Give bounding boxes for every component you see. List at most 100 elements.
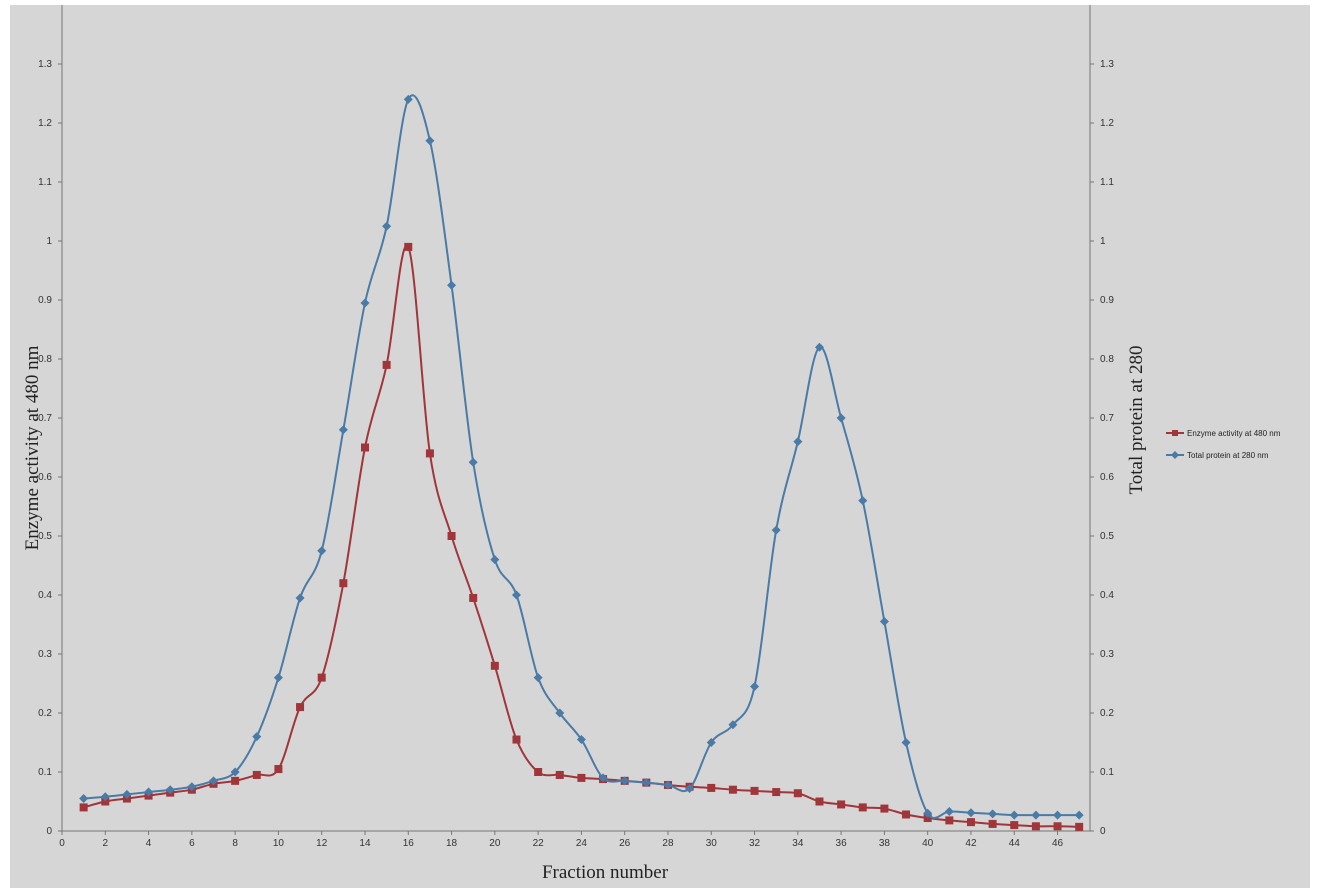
x-axis-title: Fraction number	[542, 862, 669, 883]
data-point-enzyme	[382, 360, 391, 369]
y-axis-right-title: Total protein at 280	[1126, 345, 1147, 494]
data-point-enzyme	[317, 673, 326, 682]
x-tick-label: 14	[359, 838, 371, 849]
data-point-enzyme	[469, 593, 478, 602]
data-point-protein	[295, 593, 305, 603]
data-point-protein	[252, 732, 262, 742]
y-tick-right-label: 0.4	[1100, 590, 1114, 601]
data-point-protein	[468, 457, 478, 467]
data-point-protein	[728, 720, 738, 730]
data-point-enzyme	[296, 703, 305, 712]
y-tick-left-label: 0.9	[38, 295, 52, 306]
data-point-protein	[576, 735, 586, 745]
data-point-enzyme	[945, 816, 954, 825]
data-point-protein	[490, 555, 500, 565]
x-tick-label: 40	[922, 838, 934, 849]
data-point-protein	[879, 617, 889, 627]
x-tick-label: 20	[489, 838, 501, 849]
x-tick-label: 0	[59, 838, 65, 849]
data-point-enzyme	[534, 768, 543, 776]
data-point-protein	[771, 525, 781, 535]
data-point-protein	[923, 808, 933, 818]
data-point-protein	[1074, 810, 1084, 820]
x-tick-label: 16	[403, 838, 415, 849]
y-tick-left-label: 1.3	[38, 59, 52, 70]
data-point-protein	[836, 413, 846, 423]
data-point-protein	[988, 809, 998, 819]
data-point-enzyme	[707, 783, 716, 792]
data-point-enzyme	[988, 819, 997, 828]
legend-enzyme-label: Enzyme activity at 480 nm	[1187, 429, 1281, 438]
y-tick-right-label: 0.7	[1100, 413, 1114, 424]
data-point-protein	[79, 794, 89, 804]
x-tick-label: 22	[533, 838, 545, 849]
y-tick-right-label: 0.5	[1100, 531, 1114, 542]
y-tick-right-label: 0.9	[1100, 295, 1114, 306]
data-point-enzyme	[815, 797, 824, 806]
y-tick-left-label: 0.3	[38, 649, 52, 660]
chart-area	[10, 5, 1310, 888]
data-point-enzyme	[966, 818, 975, 827]
data-point-protein	[273, 673, 283, 683]
data-point-protein	[533, 673, 543, 683]
data-point-enzyme	[728, 785, 737, 794]
y-tick-right-label: 0	[1100, 826, 1106, 837]
x-tick-label: 8	[232, 838, 238, 849]
y-tick-left-label: 0.4	[38, 590, 52, 601]
data-point-enzyme	[837, 800, 846, 809]
y-tick-right-label: 0.6	[1100, 472, 1114, 483]
data-point-enzyme	[490, 661, 499, 670]
series-line-protein	[83, 94, 1080, 819]
y-tick-right-label: 1.2	[1100, 118, 1114, 129]
data-point-protein	[685, 784, 695, 794]
data-point-enzyme	[902, 810, 911, 819]
data-point-enzyme	[577, 773, 586, 782]
y-tick-left-label: 0.5	[38, 531, 52, 542]
data-point-enzyme	[772, 788, 781, 797]
y-tick-left-label: 0.7	[38, 413, 52, 424]
x-tick-label: 32	[749, 838, 761, 849]
data-point-protein	[187, 782, 197, 792]
data-point-enzyme	[79, 803, 88, 812]
data-point-protein	[338, 425, 348, 435]
data-point-protein	[144, 787, 154, 797]
y-axis-left-title: Enzyme activity at 480 nm	[22, 345, 43, 550]
legend-protein-label: Total protein at 280 nm	[1187, 451, 1269, 460]
data-point-enzyme	[274, 765, 283, 774]
x-tick-label: 42	[965, 838, 977, 849]
data-point-enzyme	[793, 789, 802, 798]
data-point-protein	[317, 546, 327, 556]
data-point-enzyme	[750, 786, 759, 795]
data-point-protein	[793, 437, 803, 447]
y-tick-right-label: 0.1	[1100, 767, 1114, 778]
y-tick-right-label: 1.1	[1100, 177, 1114, 188]
x-tick-label: 28	[662, 838, 674, 849]
data-point-protein	[165, 785, 175, 795]
data-point-enzyme	[252, 770, 261, 779]
y-tick-right-label: 0.8	[1100, 354, 1114, 365]
data-point-protein	[966, 808, 976, 818]
data-point-enzyme	[858, 803, 867, 812]
data-point-protein	[360, 298, 370, 308]
y-tick-left-label: 0.1	[38, 767, 52, 778]
x-tick-label: 34	[792, 838, 804, 849]
data-point-enzyme	[1075, 822, 1084, 831]
data-point-protein	[122, 789, 132, 799]
data-point-protein	[814, 342, 824, 352]
data-point-enzyme	[101, 797, 110, 806]
data-point-enzyme	[880, 804, 889, 813]
data-point-enzyme	[512, 735, 521, 744]
data-point-protein	[230, 767, 240, 777]
x-tick-label: 38	[879, 838, 891, 849]
y-tick-left-label: 1.1	[38, 177, 52, 188]
y-tick-left-label: 0.2	[38, 708, 52, 719]
data-point-enzyme	[339, 579, 348, 588]
x-tick-label: 4	[146, 838, 152, 849]
data-point-protein	[447, 280, 457, 290]
x-tick-label: 2	[103, 838, 109, 849]
x-tick-label: 10	[273, 838, 285, 849]
data-point-protein	[706, 738, 716, 747]
x-tick-label: 36	[836, 838, 848, 849]
data-point-protein	[944, 807, 954, 817]
